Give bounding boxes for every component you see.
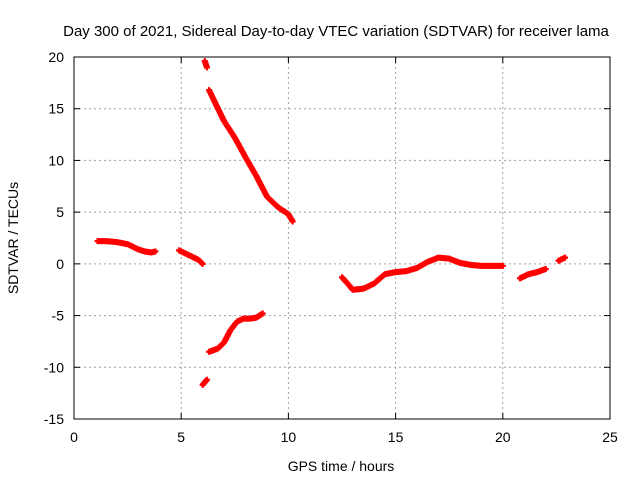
y-tick-label: 15 [48, 101, 64, 117]
series-seg7 [339, 254, 506, 293]
data-point [259, 310, 266, 317]
y-tick-label: 0 [56, 256, 64, 272]
y-axis-label: SDTVAR / TECUs [5, 182, 21, 294]
x-tick-label: 20 [495, 429, 511, 445]
x-tick-label: 15 [388, 429, 404, 445]
series-seg1 [94, 238, 159, 256]
data-point [289, 218, 296, 225]
plot-frame [73, 56, 611, 420]
data-point [203, 376, 210, 383]
x-tick-label: 25 [602, 429, 618, 445]
data-point [152, 248, 159, 255]
series-seg2 [176, 247, 206, 267]
y-tick-labels: -15 -10 -5 0 5 10 15 20 [44, 49, 64, 427]
y-tick-label: 10 [48, 152, 64, 168]
chart-title: Day 300 of 2021, Sidereal Day-to-day VTE… [63, 23, 609, 40]
y-tick-label: -5 [52, 308, 65, 324]
grid [74, 57, 610, 419]
y-tick-label: -15 [44, 411, 64, 427]
x-tick-label: 5 [177, 429, 185, 445]
data-points [94, 58, 568, 388]
data-point [203, 64, 210, 71]
y-tick-label: 20 [48, 49, 64, 65]
series-seg3 [199, 376, 210, 388]
x-axis-label: GPS time / hours [288, 458, 395, 474]
x-tick-label: 10 [281, 429, 297, 445]
axis-ticks [73, 56, 611, 420]
data-point [199, 260, 206, 267]
series-seg8 [516, 266, 549, 282]
data-point [499, 262, 506, 269]
x-tick-label: 0 [70, 429, 78, 445]
series-seg6 [206, 310, 266, 355]
data-point [542, 266, 549, 273]
series-seg4 [201, 58, 210, 71]
data-point [561, 254, 568, 261]
x-tick-labels: 0 5 10 15 20 25 [70, 429, 618, 445]
series-seg9 [555, 254, 568, 264]
y-tick-label: -10 [44, 359, 64, 375]
series-seg5 [206, 87, 296, 225]
y-tick-label: 5 [56, 204, 64, 220]
